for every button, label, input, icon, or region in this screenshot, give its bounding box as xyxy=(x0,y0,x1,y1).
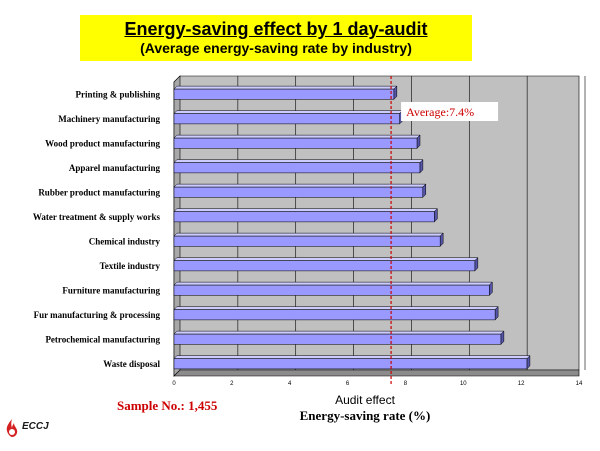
category-label: Waste disposal xyxy=(103,359,160,369)
bar xyxy=(173,137,418,149)
x-tick-label: 4 xyxy=(288,381,292,387)
bar-top xyxy=(173,232,444,237)
bar-top xyxy=(173,134,421,139)
bar xyxy=(173,88,395,100)
average-label-bg xyxy=(401,102,499,121)
bar xyxy=(173,358,528,370)
chart-subtitle: (Average energy-saving rate by industry) xyxy=(140,40,412,56)
eccj-logo: ECCJ xyxy=(4,416,64,440)
bar-top xyxy=(173,281,493,286)
bar-top xyxy=(173,85,398,90)
x-tick-label: 10 xyxy=(460,381,467,387)
bar xyxy=(173,309,496,321)
bar-top xyxy=(173,110,404,114)
x-tick-label: 8 xyxy=(404,381,408,387)
category-label: Printing & publishing xyxy=(75,89,160,99)
average-label: Average:7.4% xyxy=(406,105,474,119)
x-tick-label: 14 xyxy=(576,381,583,387)
bar-top xyxy=(173,355,531,359)
bar xyxy=(173,113,400,125)
bar xyxy=(173,235,441,247)
bar-top xyxy=(173,183,427,188)
logo-text: ECCJ xyxy=(22,421,49,432)
x-tick-label: 0 xyxy=(172,381,176,387)
flame-icon xyxy=(6,419,18,437)
bar xyxy=(173,260,476,272)
category-label: Rubber product manufacturing xyxy=(38,187,160,197)
bar xyxy=(173,186,424,198)
bar xyxy=(173,284,490,296)
bar-top xyxy=(173,330,505,335)
category-label: Wood product manufacturing xyxy=(45,138,160,148)
bar-top xyxy=(173,306,499,310)
bar-top xyxy=(173,159,424,163)
category-label: Water treatment & supply works xyxy=(33,212,161,222)
chart-title: Energy-saving effect by 1 day-audit xyxy=(124,19,428,39)
title-box: Energy-saving effect by 1 day-audit (Ave… xyxy=(80,15,472,61)
sample-count: Sample No.: 1,455 xyxy=(117,398,218,413)
bar xyxy=(173,211,435,223)
category-label: Textile industry xyxy=(100,261,161,271)
category-label: Petrochemical manufacturing xyxy=(45,334,160,344)
bar xyxy=(173,333,502,345)
x-tick-label: 12 xyxy=(518,381,525,387)
x-axis-label: Energy-saving rate (%) xyxy=(299,408,431,423)
category-label: Fur manufacturing & processing xyxy=(34,310,161,320)
x-tick-label: 2 xyxy=(230,381,234,387)
bar-top xyxy=(173,208,438,212)
category-label: Machinery manufacturing xyxy=(58,114,160,124)
plot-floor xyxy=(173,369,580,377)
bar xyxy=(173,162,421,174)
category-label: Apparel manufacturing xyxy=(69,163,161,173)
x-tick-label: 6 xyxy=(346,381,350,387)
x-axis-caption: Audit effect xyxy=(335,393,395,407)
bar-top xyxy=(173,257,479,261)
category-label: Chemical industry xyxy=(89,236,161,246)
category-label: Furniture manufacturing xyxy=(62,285,160,295)
